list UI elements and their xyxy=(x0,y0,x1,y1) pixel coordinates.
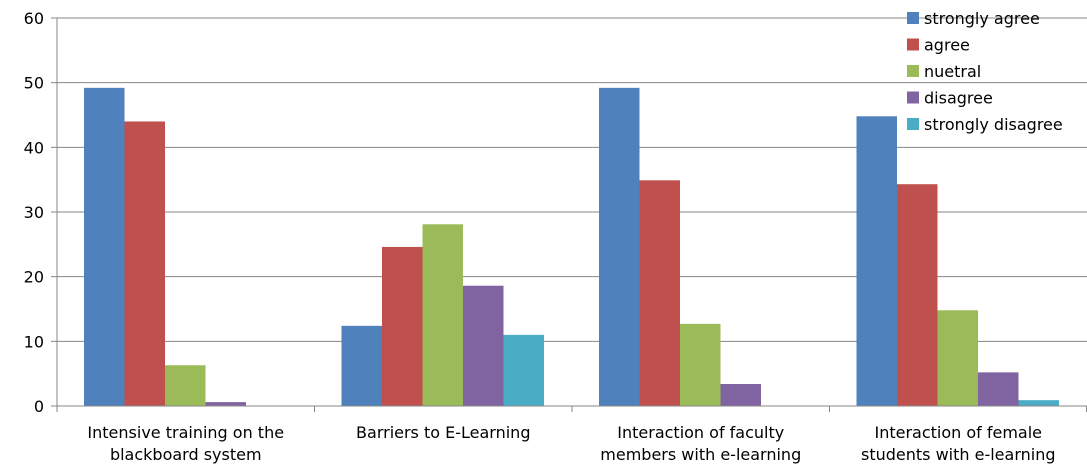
y-tick-label: 40 xyxy=(24,138,44,157)
bar-strongly-agree xyxy=(856,116,897,406)
bar-disagree xyxy=(720,384,761,406)
x-category-label: Interaction of female students with e-lea… xyxy=(861,423,1056,464)
bar-disagree xyxy=(205,402,246,406)
x-category-label: Interaction of faculty members with e-lea… xyxy=(600,423,801,464)
y-tick-label: 30 xyxy=(24,203,44,222)
legend-label: strongly disagree xyxy=(924,115,1063,134)
bar-nuetral xyxy=(680,323,721,406)
bar-agree xyxy=(639,180,680,406)
legend-label: agree xyxy=(924,36,970,55)
legend: strongly agree agree nuetral disagree strong… xyxy=(907,9,1063,134)
y-tick-label: 50 xyxy=(24,74,44,93)
legend-swatch xyxy=(907,118,919,130)
bar-disagree xyxy=(463,285,504,406)
legend-swatch xyxy=(907,12,919,24)
bar-strongly-agree xyxy=(599,87,640,406)
bar-strongly-agree xyxy=(84,87,125,406)
bar-agree xyxy=(382,246,423,406)
x-axis-labels: Intensive training on the blackboard syst… xyxy=(87,423,1055,464)
y-tick-label: 20 xyxy=(24,268,44,287)
legend-swatch xyxy=(907,91,919,104)
bar-nuetral xyxy=(165,365,206,406)
y-tick-label: 10 xyxy=(24,332,44,351)
legend-label: disagree xyxy=(924,89,993,108)
legend-label: strongly agree xyxy=(924,9,1040,28)
bar-agree xyxy=(897,184,938,406)
legend-label: nuetral xyxy=(924,62,981,81)
bar-strongly-disagree xyxy=(1018,400,1059,406)
bar-disagree xyxy=(978,372,1019,406)
bars xyxy=(84,87,1059,406)
bar-strongly-disagree xyxy=(503,334,544,406)
y-tick-label: 60 xyxy=(24,9,44,28)
y-tick-label: 0 xyxy=(34,397,44,416)
bar-nuetral xyxy=(422,224,463,406)
bar-agree xyxy=(124,121,165,406)
bar-strongly-agree xyxy=(341,325,382,406)
bar-nuetral xyxy=(937,310,978,406)
y-axis-ticks: 0 10 20 30 40 50 60 xyxy=(24,9,57,416)
x-category-label: Barriers to E-Learning xyxy=(356,423,530,442)
legend-swatch xyxy=(907,38,919,51)
x-category-label: Intensive training on the blackboard syst… xyxy=(87,423,284,464)
legend-swatch xyxy=(907,65,919,77)
